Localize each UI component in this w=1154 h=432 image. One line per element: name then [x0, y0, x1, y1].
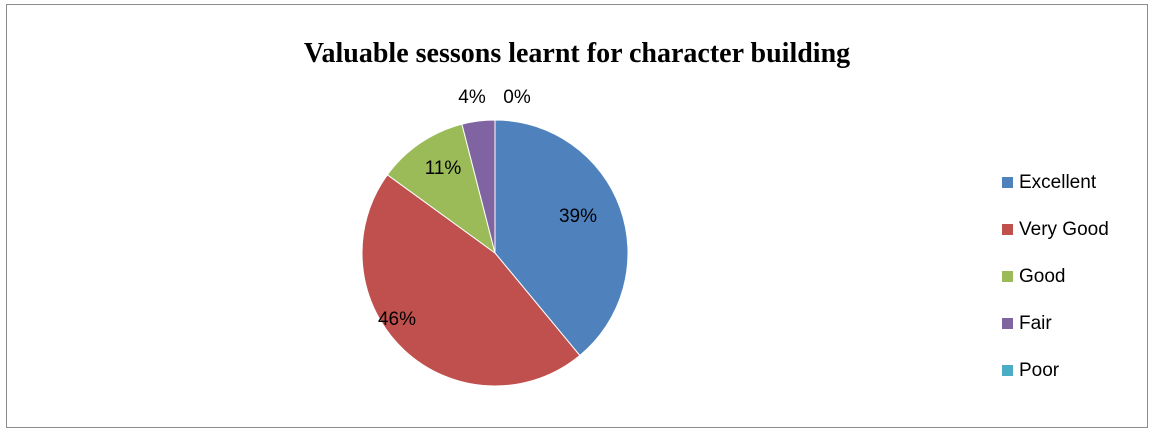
legend-item-very-good: Very Good [1002, 218, 1109, 242]
legend-label: Good [1019, 265, 1066, 287]
legend-swatch [1002, 271, 1013, 283]
legend-item-excellent: Excellent [1002, 171, 1109, 195]
legend-swatch [1002, 224, 1013, 236]
legend-label: Poor [1019, 359, 1060, 381]
data-label-fair: 4% [458, 87, 486, 108]
pie-slice-very-good [361, 174, 581, 387]
legend-item-good: Good [1002, 265, 1109, 289]
legend-label: Very Good [1019, 218, 1109, 240]
legend-item-fair: Fair [1002, 312, 1109, 336]
chart-title: Valuable sessons learnt for character bu… [303, 38, 851, 69]
data-label-very-good: 46% [378, 309, 416, 330]
data-label-excellent: 39% [559, 206, 597, 227]
legend: Excellent Very Good Good Fair Poor [1002, 171, 1109, 406]
legend-label: Excellent [1019, 171, 1097, 193]
pie-slice-fair [461, 119, 496, 254]
legend-swatch [1002, 365, 1013, 377]
pie-slice-good [386, 123, 496, 255]
legend-swatch [1002, 177, 1013, 189]
legend-label: Fair [1019, 312, 1052, 334]
data-label-good: 11% [425, 158, 462, 179]
pie-slice-excellent [494, 119, 629, 357]
legend-swatch [1002, 318, 1013, 330]
data-label-poor: 0% [503, 87, 531, 108]
legend-item-poor: Poor [1002, 359, 1109, 383]
